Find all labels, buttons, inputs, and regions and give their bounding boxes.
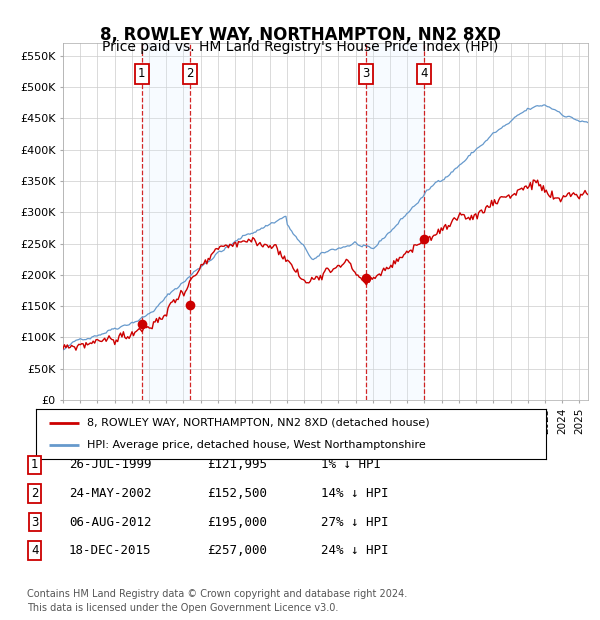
Text: £257,000: £257,000: [207, 544, 267, 557]
Text: £152,500: £152,500: [207, 487, 267, 500]
Text: 8, ROWLEY WAY, NORTHAMPTON, NN2 8XD: 8, ROWLEY WAY, NORTHAMPTON, NN2 8XD: [100, 26, 500, 44]
Text: 4: 4: [31, 544, 38, 557]
Text: 3: 3: [362, 67, 370, 80]
Bar: [142, 43, 190, 400]
Text: 8, ROWLEY WAY, NORTHAMPTON, NN2 8XD (detached house): 8, ROWLEY WAY, NORTHAMPTON, NN2 8XD (det…: [87, 418, 430, 428]
Text: 24-MAY-2002: 24-MAY-2002: [69, 487, 151, 500]
Text: £121,995: £121,995: [207, 459, 267, 471]
Text: 18-DEC-2015: 18-DEC-2015: [69, 544, 151, 557]
Text: £195,000: £195,000: [207, 516, 267, 528]
Text: 2: 2: [31, 487, 38, 500]
Text: 4: 4: [420, 67, 428, 80]
Text: 14% ↓ HPI: 14% ↓ HPI: [321, 487, 389, 500]
Text: 1: 1: [31, 459, 38, 471]
Text: 2: 2: [187, 67, 194, 80]
Text: Contains HM Land Registry data © Crown copyright and database right 2024.
This d: Contains HM Land Registry data © Crown c…: [27, 590, 407, 613]
Text: 06-AUG-2012: 06-AUG-2012: [69, 516, 151, 528]
Bar: [366, 43, 424, 400]
Text: 1% ↓ HPI: 1% ↓ HPI: [321, 459, 381, 471]
Text: 26-JUL-1999: 26-JUL-1999: [69, 459, 151, 471]
Text: 27% ↓ HPI: 27% ↓ HPI: [321, 516, 389, 528]
Text: 3: 3: [31, 516, 38, 528]
Text: 1: 1: [138, 67, 145, 80]
Text: Price paid vs. HM Land Registry's House Price Index (HPI): Price paid vs. HM Land Registry's House …: [102, 40, 498, 54]
Text: 24% ↓ HPI: 24% ↓ HPI: [321, 544, 389, 557]
Text: HPI: Average price, detached house, West Northamptonshire: HPI: Average price, detached house, West…: [87, 440, 426, 450]
